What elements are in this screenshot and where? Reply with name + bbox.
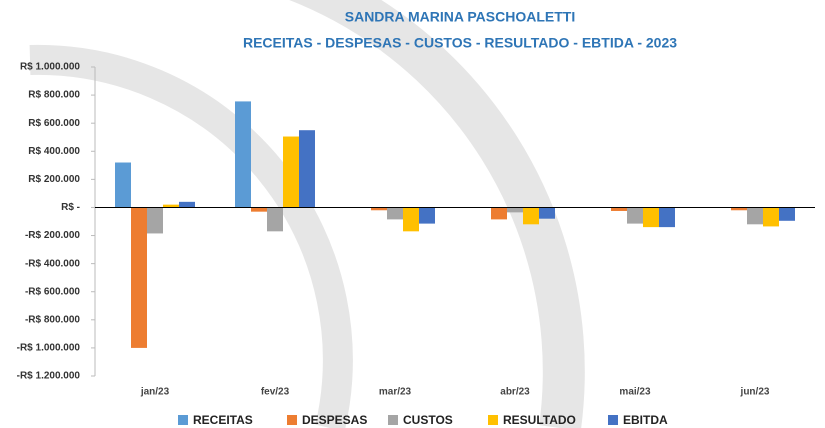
bar: [523, 207, 539, 225]
legend-label: EBITDA: [623, 413, 668, 427]
chart-title: SANDRA MARINA PASCHOALETTI: [345, 9, 575, 25]
x-tick-label: mar/23: [379, 387, 412, 398]
bar: [283, 136, 299, 208]
bar: [115, 162, 131, 208]
y-tick-label: -R$ 400.000: [25, 258, 80, 269]
y-tick-label: R$ 800.000: [28, 90, 80, 101]
legend-swatch: [388, 415, 398, 425]
y-tick-label: -R$ 200.000: [25, 230, 80, 241]
chart-subtitle: RECEITAS - DESPESAS - CUSTOS - RESULTADO…: [243, 35, 677, 51]
y-tick-label: R$ 600.000: [28, 118, 80, 129]
legend-swatch: [488, 415, 498, 425]
y-tick-label: R$ 200.000: [28, 174, 80, 185]
bar: [507, 207, 523, 213]
bar: [611, 207, 627, 211]
bar: [403, 207, 419, 232]
bar: [747, 207, 763, 225]
y-tick-label: R$ -: [61, 202, 80, 213]
bar: [627, 207, 643, 224]
bar: [235, 101, 251, 208]
bar: [147, 207, 163, 234]
y-tick-label: -R$ 600.000: [25, 286, 80, 297]
legend-swatch: [178, 415, 188, 425]
y-tick-label: -R$ 1.000.000: [17, 343, 81, 354]
y-tick-label: -R$ 800.000: [25, 314, 80, 325]
x-tick-label: jan/23: [140, 387, 170, 398]
bar: [779, 207, 795, 221]
bar: [643, 207, 659, 228]
legend-swatch: [287, 415, 297, 425]
bar: [763, 207, 779, 227]
bar: [659, 207, 675, 228]
bar: [267, 207, 283, 232]
bar: [419, 207, 435, 224]
bar: [131, 207, 147, 348]
legend-label: DESPESAS: [302, 413, 367, 427]
x-tick-label: mai/23: [619, 387, 651, 398]
bar: [163, 204, 179, 208]
y-tick-label: -R$ 1.200.000: [17, 371, 81, 382]
background-watermark: [29, 0, 585, 428]
bar: [491, 207, 507, 220]
bar: [251, 207, 267, 212]
y-tick-label: R$ 400.000: [28, 146, 80, 157]
legend-label: CUSTOS: [403, 413, 453, 427]
y-tick-label: R$ 1.000.000: [20, 62, 80, 73]
legend-label: RECEITAS: [193, 413, 253, 427]
bar: [179, 201, 195, 208]
bar: [539, 207, 555, 219]
x-tick-label: abr/23: [500, 387, 530, 398]
bar: [731, 207, 747, 211]
bar: [299, 130, 315, 208]
x-tick-label: fev/23: [261, 387, 290, 398]
bar: [387, 207, 403, 220]
legend-label: RESULTADO: [503, 413, 576, 427]
bar: [371, 207, 387, 211]
x-tick-label: jun/23: [740, 387, 770, 398]
legend-swatch: [608, 415, 618, 425]
